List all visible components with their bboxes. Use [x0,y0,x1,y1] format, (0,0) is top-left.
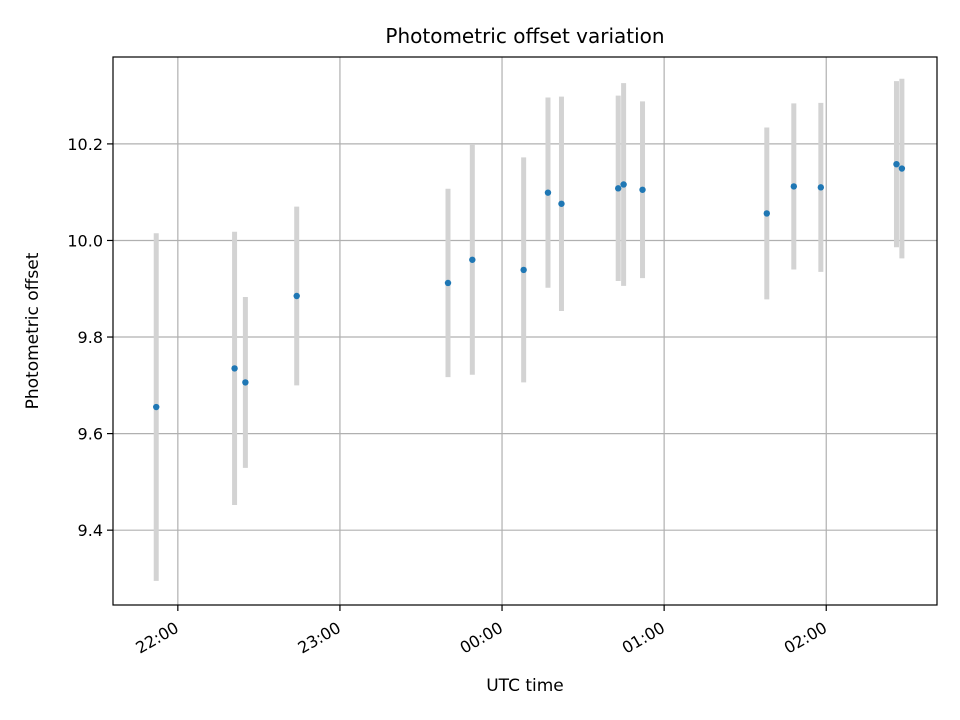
y-tick-label: 10.0 [67,231,103,250]
y-tick-label: 9.6 [78,425,103,444]
y-axis-ticks: 9.4 9.6 9.8 10.0 10.2 [67,135,113,540]
x-tick-label: 01:00 [619,618,668,658]
x-tick-label: 00:00 [457,618,506,658]
data-point [444,279,452,287]
plot-frame [112,56,938,606]
data-point [639,186,646,193]
data-point [620,181,627,188]
x-tick-label: 23:00 [295,618,344,658]
error-bars [153,78,905,581]
data-point [153,403,160,411]
x-tick-label: 22:00 [132,618,181,658]
x-tick-label: 02:00 [781,618,830,658]
data-point [763,210,770,217]
y-tick-label: 10.2 [67,135,103,154]
data-point [893,160,900,168]
y-tick-label: 9.4 [78,521,103,540]
data-point [615,185,622,192]
data-point [898,165,906,172]
x-axis-label: UTC time [486,676,564,696]
y-tick-label: 9.8 [78,328,103,347]
data-point [469,256,476,263]
data-point [817,184,825,191]
data-point [242,379,249,386]
data-point [231,365,238,372]
data-point [790,183,798,190]
data-point [293,292,300,300]
y-axis-label: Photometric offset [23,252,43,409]
chart-title: Photometric offset variation [385,24,664,48]
data-points [153,160,906,411]
data-point [520,266,527,274]
x-axis-ticks: 22:00 23:00 00:00 01:00 02:00 [132,605,830,658]
data-point [544,189,552,196]
data-point [558,200,565,207]
